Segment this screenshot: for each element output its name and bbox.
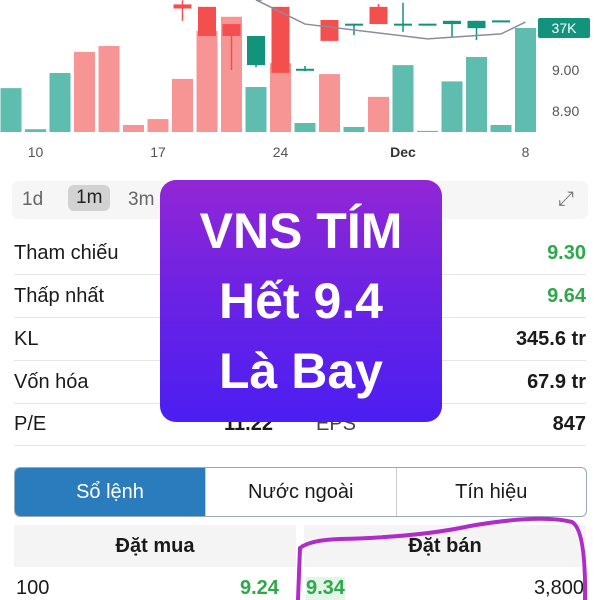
stat-label: Vốn hóa (14, 371, 89, 393)
candle-body (173, 4, 192, 9)
candle-body (467, 20, 486, 29)
period-3m[interactable]: 3m (128, 189, 155, 210)
stat-value: 345.6 tr (515, 328, 586, 350)
volume-bar (515, 28, 536, 132)
x-tick: 24 (273, 144, 289, 160)
stat-label: KL (14, 328, 39, 350)
candle-body (222, 24, 241, 36)
buy-price: 9.24 (240, 577, 279, 599)
volume-bar (294, 123, 316, 132)
x-tick: 10 (28, 144, 44, 160)
volume-bar (343, 126, 365, 132)
candle-body (369, 6, 388, 25)
buy-qty: 100 (16, 577, 50, 599)
volume-bar (98, 45, 120, 132)
sell-qty: 3,800 (533, 577, 584, 599)
volume-badge: 37K (538, 18, 590, 38)
promo-overlay: VNS TÍM Hết 9.4 Là Bay (160, 180, 442, 422)
eps-value: 847 (552, 413, 586, 435)
overlay-line: Là Bay (219, 343, 383, 399)
volume-bar (441, 81, 463, 132)
period-1d[interactable]: 1d (22, 189, 44, 210)
candle-body (320, 19, 339, 41)
tab-bar: Sổ lệnh Nước ngoài Tín hiệu (14, 467, 587, 517)
volume-bar (221, 16, 242, 132)
volume-bar (319, 74, 340, 132)
stat-label: Thấp nhất (14, 285, 105, 307)
volume-bar (49, 72, 71, 132)
candle-body (198, 6, 216, 36)
candle-body (492, 20, 510, 23)
x-tick: 17 (150, 144, 166, 160)
sell-header: Đặt bán (304, 525, 586, 567)
expand-icon[interactable]: ⤢ (558, 188, 574, 210)
period-1m[interactable]: 1m (68, 185, 111, 211)
overlay-line: VNS TÍM (199, 203, 403, 259)
price-tick: 8.90 (552, 103, 579, 119)
stat-label: P/E (14, 413, 47, 435)
moving-average-line (255, 0, 526, 40)
sell-price: 9.34 (306, 577, 345, 600)
volume-bar (0, 88, 22, 132)
stat-value: 9.64 (547, 285, 586, 307)
volume-bar (196, 30, 218, 133)
candle-body (443, 20, 461, 25)
volume-bar (245, 87, 267, 132)
candle-body (345, 23, 363, 26)
x-tick: Dec (390, 144, 416, 160)
overlay-line: Hết 9.4 (219, 273, 383, 329)
stat-value: 9.30 (547, 242, 586, 264)
candle-body (394, 23, 412, 26)
volume-bar (123, 124, 144, 132)
price-volume-chart[interactable]: 9.00 8.90 10 17 24 Dec 8 (0, 0, 600, 170)
stat-value: 67.9 tr (527, 371, 586, 393)
stat-label: Tham chiếu (14, 242, 119, 264)
buy-header: Đặt mua (14, 525, 296, 567)
candle-body (247, 35, 265, 66)
volume-bar (147, 119, 169, 132)
volume-bar (417, 130, 438, 132)
tab-nuoc-ngoai[interactable]: Nước ngoài (205, 468, 396, 516)
volume-bar (270, 63, 291, 133)
volume-bar (392, 65, 414, 132)
volume-bar (25, 129, 46, 132)
candle-body (418, 23, 437, 26)
volume-bar (368, 96, 389, 132)
candle-body (296, 68, 314, 71)
price-tick: 9.00 (552, 62, 579, 78)
candle-body (271, 6, 290, 73)
x-tick: 8 (522, 144, 530, 160)
volume-bar (172, 78, 193, 132)
volume-bar (466, 56, 487, 132)
volume-bar (74, 51, 95, 132)
tab-so-lenh[interactable]: Sổ lệnh (15, 468, 205, 516)
tab-tin-hieu[interactable]: Tín hiệu (395, 468, 587, 516)
volume-bar (490, 124, 512, 132)
